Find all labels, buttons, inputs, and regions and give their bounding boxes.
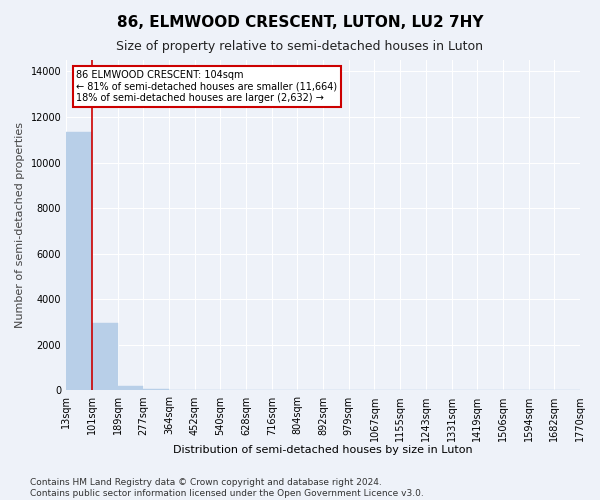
X-axis label: Distribution of semi-detached houses by size in Luton: Distribution of semi-detached houses by … [173,445,473,455]
Text: 86 ELMWOOD CRESCENT: 104sqm
← 81% of semi-detached houses are smaller (11,664)
1: 86 ELMWOOD CRESCENT: 104sqm ← 81% of sem… [76,70,338,103]
Bar [118,386,143,390]
Bar [92,323,118,390]
Y-axis label: Number of semi-detached properties: Number of semi-detached properties [15,122,25,328]
Text: Contains HM Land Registry data © Crown copyright and database right 2024.
Contai: Contains HM Land Registry data © Crown c… [30,478,424,498]
Text: Size of property relative to semi-detached houses in Luton: Size of property relative to semi-detach… [116,40,484,53]
Bar [66,132,92,390]
Text: 86, ELMWOOD CRESCENT, LUTON, LU2 7HY: 86, ELMWOOD CRESCENT, LUTON, LU2 7HY [117,15,483,30]
